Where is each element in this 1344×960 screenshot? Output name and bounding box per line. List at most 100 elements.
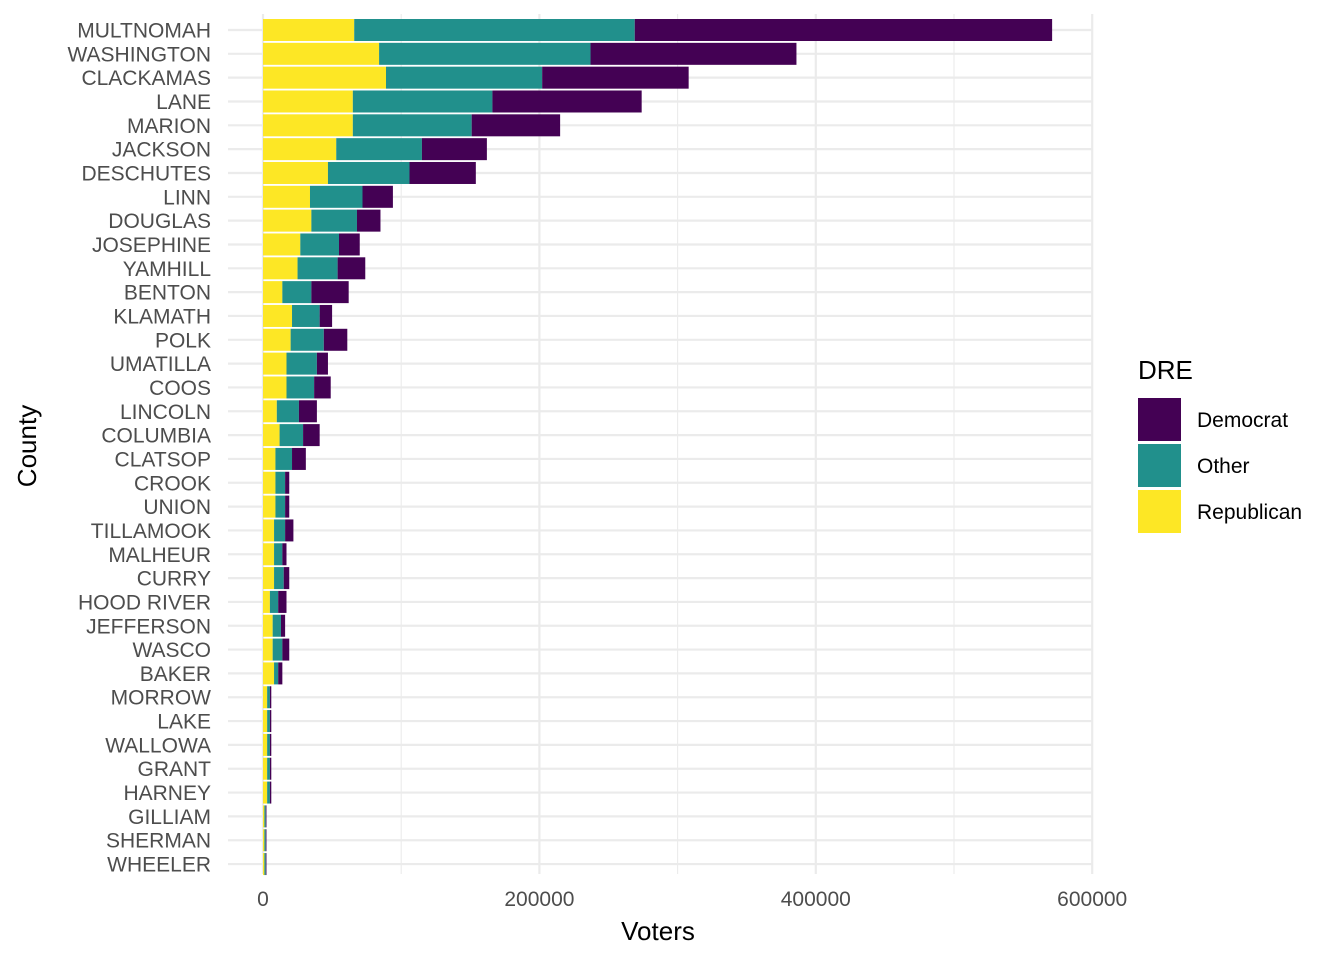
bar-republican-sherman (263, 829, 265, 852)
legend-title: DRE (1138, 355, 1193, 385)
bar-republican-linn (263, 185, 310, 208)
y-tick-label-morrow: MORROW (111, 687, 211, 710)
bar-republican-coos (263, 376, 287, 399)
bar-republican-clatsop (263, 447, 276, 470)
bar-republican-klamath (263, 304, 293, 327)
x-tick-label-200000: 200000 (504, 888, 574, 911)
bar-other-harney (267, 781, 270, 804)
y-axis-tick-labels: MULTNOMAHWASHINGTONCLACKAMASLANEMARIONJA… (67, 20, 211, 877)
bar-democrat-baker (278, 662, 283, 685)
y-tick-label-clackamas: CLACKAMAS (81, 67, 211, 90)
bar-democrat-morrow (269, 686, 272, 709)
y-tick-label-wheeler: WHEELER (107, 854, 211, 877)
bar-republican-morrow (263, 686, 268, 709)
y-tick-label-baker: BAKER (140, 663, 211, 686)
y-tick-label-malheur: MALHEUR (108, 544, 211, 567)
bar-other-union (275, 495, 286, 518)
y-tick-label-crook: CROOK (134, 472, 211, 495)
bar-other-morrow (267, 686, 270, 709)
bar-republican-lane (263, 90, 353, 113)
bar-republican-malheur (263, 543, 275, 566)
bar-republican-washington (263, 42, 380, 65)
y-tick-label-hood-river: HOOD RIVER (78, 591, 211, 614)
bar-other-grant (267, 757, 270, 780)
bar-democrat-josephine (339, 233, 360, 256)
bar-other-jefferson (272, 614, 281, 637)
y-tick-label-polk: POLK (155, 329, 211, 352)
bar-republican-jefferson (263, 614, 273, 637)
y-tick-label-marion: MARION (127, 115, 211, 138)
bars-layer (263, 19, 1053, 876)
bar-other-clatsop (275, 447, 293, 470)
bar-republican-lake (263, 710, 268, 733)
y-tick-label-umatilla: UMATILLA (110, 353, 211, 376)
bar-other-jackson (336, 138, 422, 161)
y-tick-label-curry: CURRY (137, 568, 211, 591)
bar-other-coos (286, 376, 315, 399)
bar-republican-yamhill (263, 257, 298, 280)
bar-republican-union (263, 495, 276, 518)
y-tick-label-tillamook: TILLAMOOK (91, 520, 211, 543)
bar-democrat-polk (323, 328, 348, 351)
bar-other-wallowa (267, 733, 270, 756)
bar-republican-curry (263, 567, 275, 590)
bar-other-multnomah (354, 19, 635, 41)
bar-democrat-wheeler (265, 853, 267, 876)
y-tick-label-wasco: WASCO (132, 639, 211, 662)
bar-other-josephine (300, 233, 340, 256)
bar-other-sherman (264, 829, 266, 852)
bar-republican-grant (263, 757, 268, 780)
y-tick-label-grant: GRANT (138, 758, 212, 781)
bar-democrat-umatilla (316, 352, 328, 375)
bar-democrat-hood-river (278, 590, 287, 613)
bar-republican-polk (263, 328, 291, 351)
bar-democrat-coos (314, 376, 331, 399)
bar-democrat-jefferson (280, 614, 286, 637)
bar-other-deschutes (327, 161, 410, 184)
bar-democrat-lane (492, 90, 642, 113)
bar-republican-hood-river (263, 590, 270, 613)
y-tick-label-deschutes: DESCHUTES (81, 162, 211, 185)
bar-other-lane (352, 90, 493, 113)
y-tick-label-jefferson: JEFFERSON (86, 615, 211, 638)
bar-democrat-grant (269, 757, 272, 780)
x-tick-label-600000: 600000 (1057, 888, 1127, 911)
y-tick-label-douglas: DOUGLAS (108, 210, 211, 233)
bar-republican-baker (263, 662, 275, 685)
bar-other-lake (267, 710, 270, 733)
y-tick-label-coos: COOS (149, 377, 211, 400)
bar-democrat-linn (362, 185, 393, 208)
bar-democrat-douglas (356, 209, 381, 232)
bar-other-linn (309, 185, 363, 208)
bar-other-douglas (311, 209, 357, 232)
bar-other-clackamas (385, 66, 543, 89)
legend-label-republican: Republican (1197, 501, 1302, 524)
bar-other-hood-river (269, 590, 279, 613)
bar-other-wasco (272, 638, 283, 661)
x-tick-label-0: 0 (257, 888, 269, 911)
y-tick-label-clatsop: CLATSOP (115, 448, 211, 471)
y-tick-label-multnomah: MULTNOMAH (77, 20, 211, 43)
bar-other-crook (275, 471, 286, 494)
bar-democrat-benton (311, 281, 349, 304)
bar-other-columbia (279, 424, 304, 447)
x-axis-title: Voters (621, 916, 695, 946)
bar-republican-jackson (263, 138, 337, 161)
bar-republican-gilliam (263, 805, 265, 828)
bar-democrat-lincoln (298, 400, 317, 423)
y-tick-label-yamhill: YAMHILL (123, 258, 211, 281)
bar-other-wheeler (264, 853, 266, 876)
bar-democrat-wallowa (269, 733, 272, 756)
bar-democrat-gilliam (265, 805, 267, 828)
bar-republican-benton (263, 281, 283, 304)
bar-republican-wheeler (263, 853, 265, 876)
y-tick-label-sherman: SHERMAN (106, 830, 211, 853)
bar-republican-lincoln (263, 400, 277, 423)
bar-other-malheur (274, 543, 283, 566)
bar-republican-wasco (263, 638, 273, 661)
y-tick-label-columbia: COLUMBIA (101, 425, 211, 448)
bar-republican-columbia (263, 424, 280, 447)
y-tick-label-wallowa: WALLOWA (105, 734, 211, 757)
bar-democrat-curry (283, 567, 290, 590)
